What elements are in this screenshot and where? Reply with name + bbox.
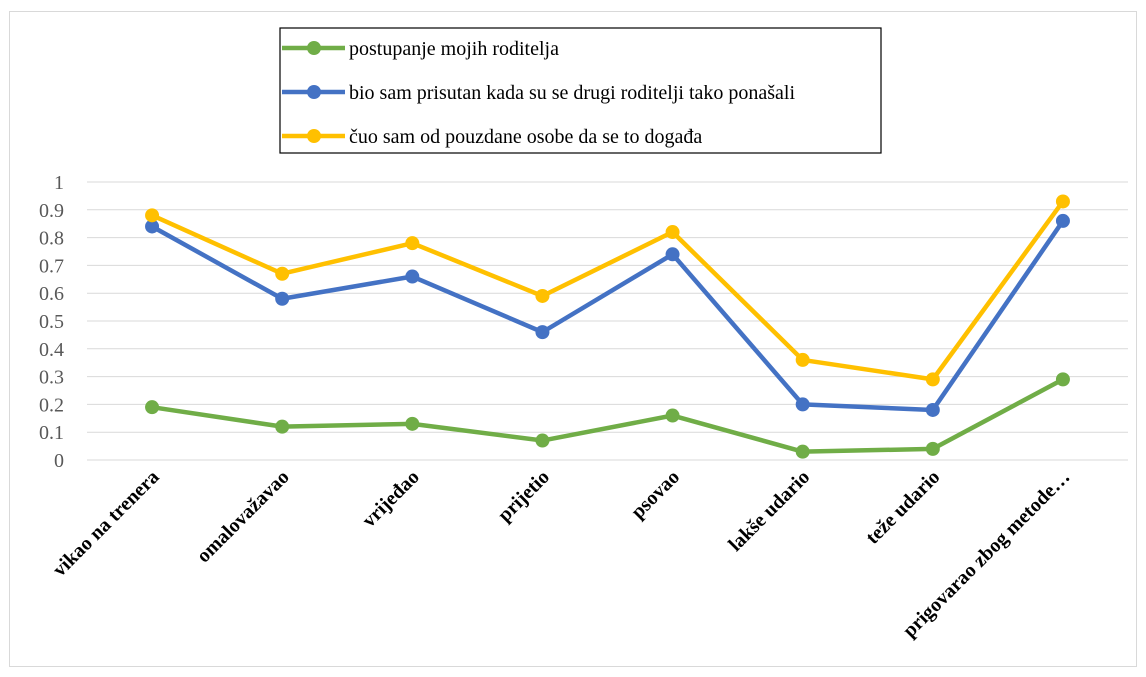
data-point [925,402,940,417]
data-point [665,247,680,262]
data-point [535,288,550,303]
data-point [145,219,160,234]
data-point [795,444,810,459]
y-tick-label: 0.2 [39,394,64,416]
x-axis-ticks: vikao na trenera omalovažavao vrijeđao prij… [49,466,1075,642]
data-point [535,325,550,340]
y-tick-label: 0.3 [39,367,64,389]
y-tick-label: 0 [54,450,64,472]
y-tick-label: 0.6 [39,283,64,305]
data-point [405,236,420,251]
legend-swatch-marker [307,41,321,55]
data-point [145,208,160,223]
data-point [405,269,420,284]
data-point [1055,213,1070,228]
series-1 [145,372,1070,459]
x-tick-label: psovao [627,466,684,523]
legend: postupanje mojih roditelja bio sam prisut… [279,27,882,154]
series-line [149,218,1066,413]
y-axis-ticks: 0 0.1 0.2 0.3 0.4 0.5 0.6 0.7 0.8 0.9 1 [39,172,64,472]
x-tick-label: lakše udario [724,466,814,556]
data-point [275,266,290,281]
data-point [795,352,810,367]
legend-swatch-marker [307,129,321,143]
data-point [405,416,420,431]
data-point [275,419,290,434]
series-2 [145,213,1070,417]
x-tick-label: prijetio [494,466,554,526]
x-tick-label: vikao na trenera [49,466,164,581]
y-tick-label: 0.1 [39,422,64,444]
series-line [149,199,1066,382]
y-tick-label: 0.7 [39,255,64,277]
data-point [1055,372,1070,387]
data-point [145,400,160,415]
y-tick-label: 0.9 [39,200,64,222]
legend-label: bio sam prisutan kada su se drugi rodite… [349,82,795,104]
legend-box [279,27,882,154]
y-tick-label: 0.8 [39,228,64,250]
data-point [275,291,290,306]
x-tick-label: omalovažavao [193,466,294,567]
data-point [665,225,680,240]
y-tick-label: 0.5 [39,311,64,333]
data-point [795,397,810,412]
data-point [925,441,940,456]
x-tick-label: teže udario [862,466,945,549]
data-point [925,372,940,387]
series-3 [145,194,1070,387]
legend-label: postupanje mojih roditelja [349,38,559,60]
legend-label: čuo sam od pouzdane osobe da se to događ… [349,126,702,148]
data-point [665,408,680,423]
y-tick-label: 0.4 [39,339,64,361]
gridlines [87,181,1128,461]
x-tick-label: vrijeđao [358,466,424,532]
legend-swatch-marker [307,85,321,99]
series-line [149,377,1066,454]
data-point [1055,194,1070,209]
y-tick-label: 1 [54,172,64,194]
data-point [535,433,550,448]
